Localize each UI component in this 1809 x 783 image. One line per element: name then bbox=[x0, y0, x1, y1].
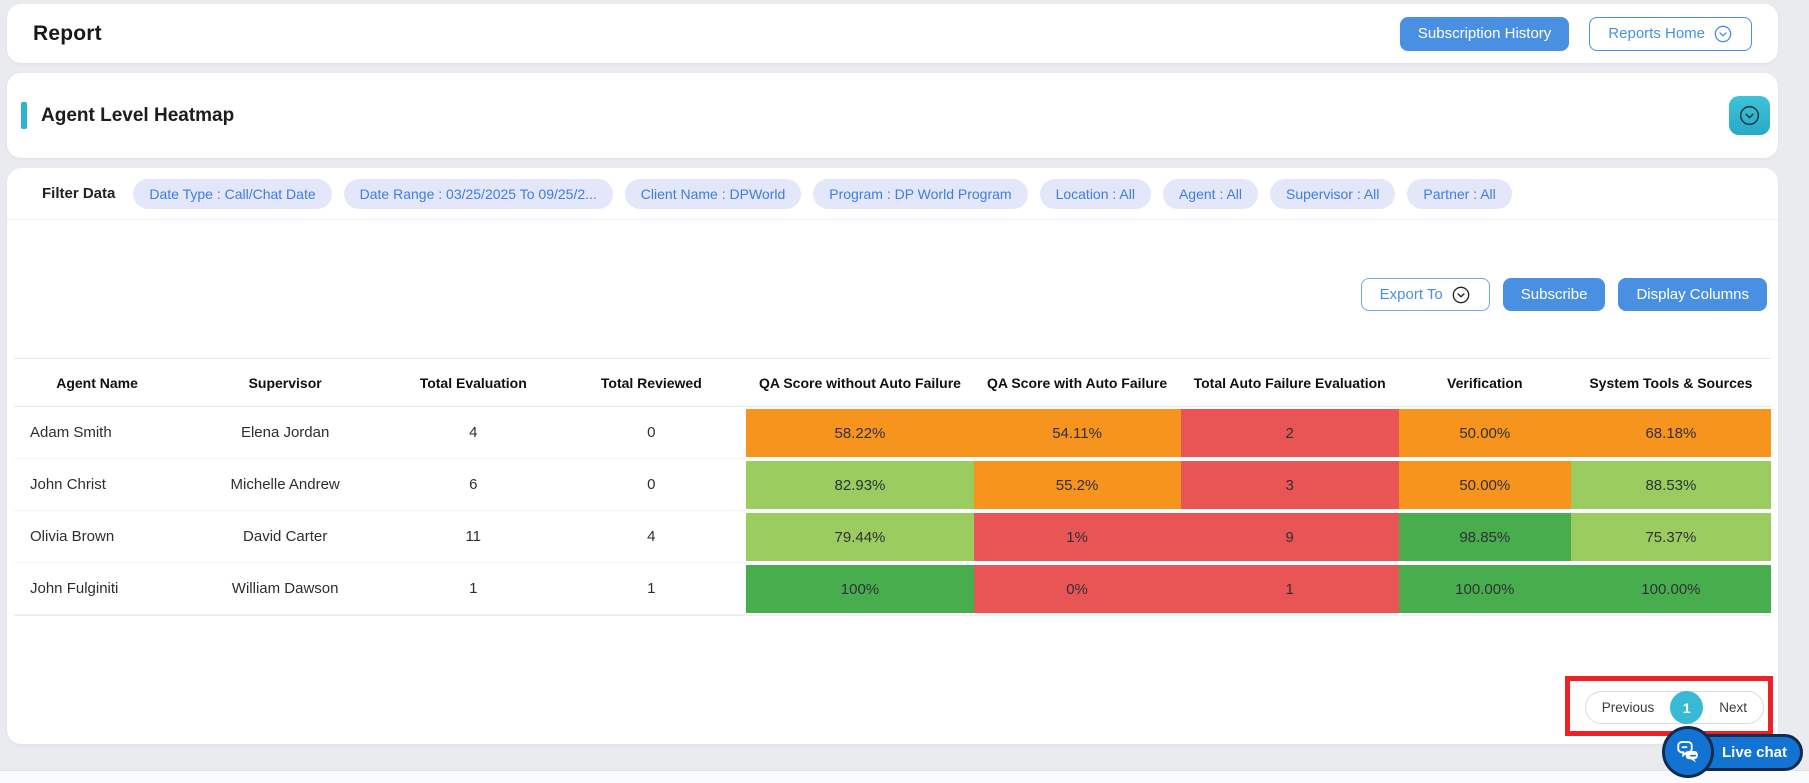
heatmap-table: Agent Name Supervisor Total Evaluation Tota… bbox=[14, 358, 1771, 616]
column-header: Verification bbox=[1398, 358, 1571, 407]
heat-cell: 79.44% bbox=[746, 511, 974, 563]
table-cell: 0 bbox=[556, 459, 747, 511]
heat-cell: 0% bbox=[973, 563, 1181, 615]
heat-cell: 100% bbox=[746, 563, 974, 615]
export-to-button[interactable]: Export To bbox=[1360, 278, 1490, 311]
heat-cell: 100.00% bbox=[1398, 563, 1571, 615]
table-cell: 0 bbox=[556, 407, 747, 459]
heat-cell: 82.93% bbox=[746, 459, 974, 511]
heat-cell: 2 bbox=[1180, 407, 1399, 459]
column-header: Total Evaluation bbox=[390, 358, 557, 407]
pagination: Previous 1 Next bbox=[1584, 691, 1764, 724]
table-row: John Christ Michelle Andrew 6 0 82.93% 55.2% 3… bbox=[14, 459, 1771, 511]
report-content-card: Filter Data Date Type : Call/Chat Date Da… bbox=[7, 168, 1778, 744]
chevron-down-icon bbox=[1738, 104, 1761, 127]
heat-cell: 58.22% bbox=[746, 407, 974, 459]
heat-cell: 88.53% bbox=[1570, 459, 1771, 511]
column-header: QA Score with Auto Failure bbox=[973, 358, 1181, 407]
display-columns-button[interactable]: Display Columns bbox=[1618, 278, 1767, 311]
table-row: Adam Smith Elena Jordan 4 0 58.22% 54.11% 2 50.… bbox=[14, 407, 1771, 459]
table-cell: 11 bbox=[390, 511, 557, 563]
table-cell: 1 bbox=[390, 563, 557, 615]
previous-page-button[interactable]: Previous bbox=[1586, 692, 1671, 723]
chevron-down-icon bbox=[1713, 24, 1733, 44]
filter-bar: Filter Data Date Type : Call/Chat Date Da… bbox=[7, 168, 1778, 220]
export-to-label: Export To bbox=[1379, 286, 1443, 303]
heat-cell: 54.11% bbox=[973, 407, 1181, 459]
filter-chip[interactable]: Date Range : 03/25/2025 To 09/25/2... bbox=[343, 178, 613, 209]
filter-chip[interactable]: Supervisor : All bbox=[1270, 178, 1396, 209]
heat-cell: 9 bbox=[1180, 511, 1399, 563]
heat-cell: 100.00% bbox=[1570, 563, 1771, 615]
chevron-down-icon bbox=[1451, 285, 1471, 305]
filter-data-label: Filter Data bbox=[42, 185, 116, 202]
table-cell: Olivia Brown bbox=[14, 511, 181, 563]
heat-cell: 75.37% bbox=[1570, 511, 1771, 563]
table-cell: Adam Smith bbox=[14, 407, 181, 459]
subscription-history-button[interactable]: Subscription History bbox=[1399, 16, 1570, 51]
heat-cell: 1% bbox=[973, 511, 1181, 563]
section-collapse-button[interactable] bbox=[1729, 96, 1770, 135]
table-body: Adam Smith Elena Jordan 4 0 58.22% 54.11% 2 50.… bbox=[14, 407, 1771, 615]
table-row: Olivia Brown David Carter 11 4 79.44% 1% 9 98.8… bbox=[14, 511, 1771, 563]
filter-chip[interactable]: Date Type : Call/Chat Date bbox=[133, 178, 332, 209]
table-header-row: Agent Name Supervisor Total Evaluation Tota… bbox=[14, 358, 1771, 407]
topbar: Report Subscription History Reports Home bbox=[7, 4, 1778, 63]
chat-bubble-icon bbox=[1662, 726, 1714, 778]
heat-cell: 68.18% bbox=[1570, 407, 1771, 459]
table-cell: John Fulginiti bbox=[14, 563, 181, 615]
next-page-button[interactable]: Next bbox=[1703, 692, 1763, 723]
table-cell: David Carter bbox=[180, 511, 391, 563]
section-title: Agent Level Heatmap bbox=[41, 104, 235, 126]
filter-chip[interactable]: Location : All bbox=[1039, 178, 1151, 209]
table-row: John Fulginiti William Dawson 1 1 100% 0% 1 100… bbox=[14, 563, 1771, 615]
accent-bar bbox=[21, 102, 27, 129]
section-header-card: Agent Level Heatmap bbox=[7, 73, 1778, 158]
table-cell: 4 bbox=[390, 407, 557, 459]
column-header: Supervisor bbox=[180, 358, 391, 407]
topbar-actions: Subscription History Reports Home bbox=[1399, 16, 1752, 51]
column-header: System Tools & Sources bbox=[1570, 358, 1771, 407]
column-header: Total Auto Failure Evaluation bbox=[1180, 358, 1399, 407]
subscribe-button[interactable]: Subscribe bbox=[1502, 278, 1606, 311]
heat-cell: 1 bbox=[1180, 563, 1399, 615]
filter-chips: Date Type : Call/Chat Date Date Range : 0… bbox=[133, 178, 1512, 209]
column-header: Agent Name bbox=[14, 358, 181, 407]
page-bottom-strip bbox=[0, 770, 1809, 783]
live-chat-button[interactable]: Live chat bbox=[1662, 726, 1804, 782]
table-cell: Michelle Andrew bbox=[180, 459, 391, 511]
filter-chip[interactable]: Partner : All bbox=[1407, 178, 1512, 209]
column-header: Total Reviewed bbox=[556, 358, 747, 407]
table-cell: John Christ bbox=[14, 459, 181, 511]
filter-chip[interactable]: Agent : All bbox=[1162, 178, 1259, 209]
heat-cell: 55.2% bbox=[973, 459, 1181, 511]
heat-cell: 50.00% bbox=[1398, 407, 1571, 459]
table-cell: 4 bbox=[556, 511, 747, 563]
heat-cell: 50.00% bbox=[1398, 459, 1571, 511]
heat-cell: 98.85% bbox=[1398, 511, 1571, 563]
table-cell: 6 bbox=[390, 459, 557, 511]
reports-home-button[interactable]: Reports Home bbox=[1589, 16, 1752, 51]
page-title: Report bbox=[33, 21, 102, 45]
table-cell: Elena Jordan bbox=[180, 407, 391, 459]
filter-chip[interactable]: Program : DP World Program bbox=[813, 178, 1028, 209]
current-page-button[interactable]: 1 bbox=[1670, 691, 1704, 724]
filter-chip[interactable]: Client Name : DPWorld bbox=[624, 178, 802, 209]
reports-home-label: Reports Home bbox=[1608, 25, 1705, 42]
column-header: QA Score without Auto Failure bbox=[746, 358, 974, 407]
heat-cell: 3 bbox=[1180, 459, 1399, 511]
table-actions: Export To Subscribe Display Columns bbox=[1360, 278, 1767, 311]
table-cell: William Dawson bbox=[180, 563, 391, 615]
table-cell: 1 bbox=[556, 563, 747, 615]
